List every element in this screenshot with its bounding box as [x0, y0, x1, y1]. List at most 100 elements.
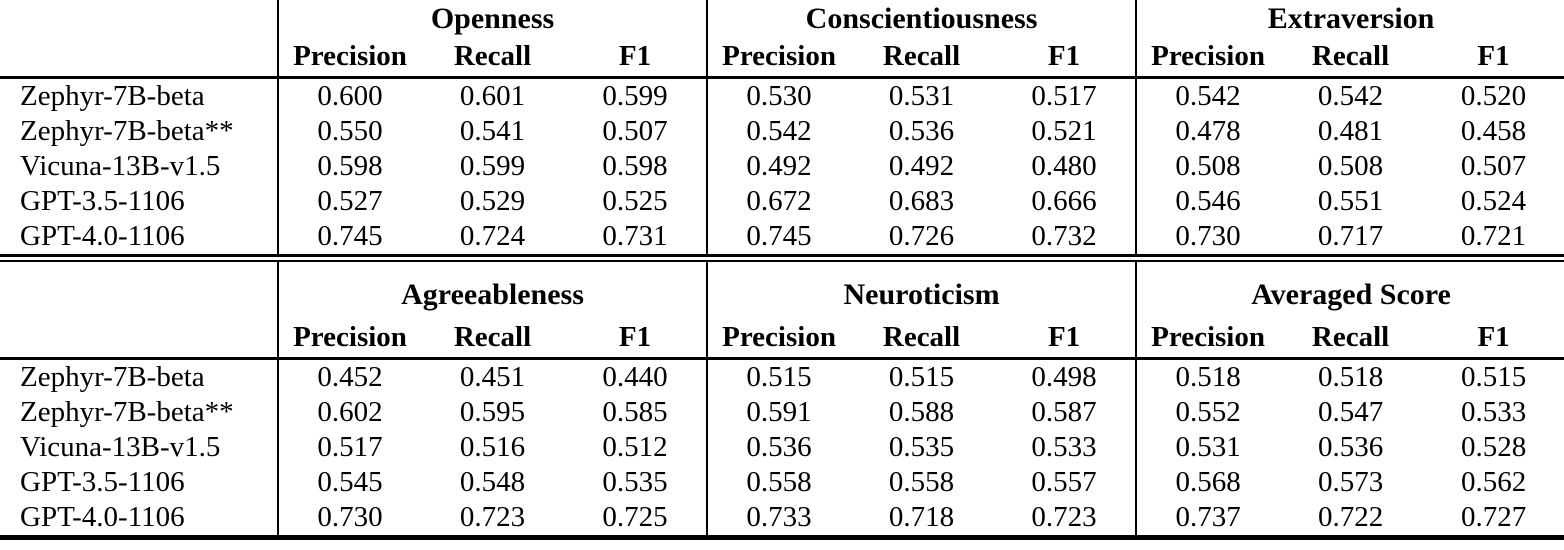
trait-header-conscientiousness: Conscientiousness: [706, 0, 1137, 37]
metric-value-cell: 0.550: [277, 114, 421, 149]
metric-header-recall: Recall: [850, 318, 994, 360]
metric-header-row: Precision Recall F1 Precision Recall F1 …: [0, 318, 1564, 360]
metric-header-f1: F1: [993, 318, 1137, 360]
metric-value-cell: 0.546: [1135, 184, 1280, 219]
metric-value-cell: 0.527: [277, 184, 421, 219]
bottom-rule: [0, 535, 1564, 540]
model-name-cell: GPT-4.0-1106: [20, 220, 185, 252]
metric-value-cell: 0.542: [1135, 77, 1280, 114]
metric-value-cell: 0.730: [1135, 219, 1280, 254]
metric-header-f1: F1: [564, 318, 708, 360]
metric-value-cell: 0.515: [1460, 361, 1527, 393]
metric-header-precision: Precision: [1135, 37, 1280, 79]
metric-value-cell: 0.552: [1135, 395, 1280, 430]
metric-value-cell: 0.562: [1460, 466, 1527, 498]
trait-header-averaged-score: Averaged Score: [1135, 262, 1564, 318]
metric-value-cell: 0.599: [602, 80, 668, 112]
metric-value-cell: 0.452: [277, 358, 421, 395]
metric-value-cell: 0.731: [602, 220, 668, 252]
metric-value-cell: 0.536: [1317, 431, 1384, 463]
metric-value-cell: 0.531: [888, 80, 955, 112]
metric-value-cell: 0.557: [1031, 466, 1097, 498]
metric-value-cell: 0.598: [602, 150, 668, 182]
table-header: Openness Conscientiousness Extraversion …: [0, 0, 1564, 79]
metric-value-cell: 0.507: [1460, 150, 1527, 182]
table-row: GPT-3.5-1106 0.527 0.529 0.525 0.672 0.683 0.6…: [0, 184, 1564, 219]
model-name-cell: GPT-3.5-1106: [20, 185, 185, 217]
table-row: Zephyr-7B-beta 0.600 0.601 0.599 0.530 0.531 0…: [0, 77, 1564, 114]
model-name-cell: Zephyr-7B-beta: [20, 361, 205, 393]
metric-value-cell: 0.600: [277, 77, 421, 114]
table-row: Zephyr-7B-beta 0.452 0.451 0.440 0.515 0.515 0…: [0, 358, 1564, 395]
model-name-cell: Zephyr-7B-beta**: [20, 396, 234, 428]
table-row: Zephyr-7B-beta** 0.550 0.541 0.507 0.542 0.53…: [0, 114, 1564, 149]
empty-corner-cell: [0, 37, 278, 79]
metric-value-cell: 0.528: [1460, 431, 1527, 463]
model-name-cell: Vicuna-13B-v1.5: [20, 431, 221, 463]
metric-value-cell: 0.745: [277, 219, 421, 254]
table-body-top: Zephyr-7B-beta 0.600 0.601 0.599 0.530 0.531 0…: [0, 77, 1564, 254]
metric-value-cell: 0.508: [1135, 149, 1280, 184]
table-header: Agreeableness Neuroticism Averaged Score…: [0, 262, 1564, 360]
table-row: Vicuna-13B-v1.5 0.517 0.516 0.512 0.536 0.535…: [0, 430, 1564, 465]
metric-value-cell: 0.542: [1317, 80, 1384, 112]
metric-value-cell: 0.724: [459, 220, 526, 252]
metric-header-f1: F1: [1422, 37, 1564, 79]
metric-value-cell: 0.599: [459, 150, 526, 182]
trait-header-openness: Openness: [276, 0, 708, 37]
metric-value-cell: 0.745: [706, 219, 851, 254]
metric-value-cell: 0.558: [706, 465, 851, 500]
trait-header-row: Agreeableness Neuroticism Averaged Score: [0, 262, 1564, 318]
metric-value-cell: 0.515: [888, 361, 955, 393]
metric-value-cell: 0.515: [706, 358, 851, 395]
metric-value-cell: 0.732: [1031, 220, 1097, 252]
trait-header-row: Openness Conscientiousness Extraversion: [0, 0, 1564, 37]
metric-value-cell: 0.531: [1135, 430, 1280, 465]
metric-value-cell: 0.530: [706, 77, 851, 114]
table-row: GPT-4.0-1106 0.730 0.723 0.725 0.733 0.718 0.7…: [0, 500, 1564, 535]
metric-header-precision: Precision: [706, 37, 851, 79]
empty-corner-cell: [0, 262, 278, 318]
metric-value-cell: 0.541: [459, 115, 526, 147]
metric-header-recall: Recall: [1279, 318, 1423, 360]
empty-corner-cell: [0, 318, 278, 360]
metric-value-cell: 0.722: [1317, 501, 1384, 533]
metric-header-recall: Recall: [850, 37, 994, 79]
trait-header-neuroticism: Neuroticism: [706, 262, 1137, 318]
metric-value-cell: 0.480: [1031, 150, 1097, 182]
metric-value-cell: 0.737: [1135, 500, 1280, 535]
empty-corner-cell: [0, 0, 278, 37]
metric-value-cell: 0.517: [1031, 80, 1097, 112]
metric-value-cell: 0.602: [277, 395, 421, 430]
metric-value-cell: 0.558: [888, 466, 955, 498]
metric-value-cell: 0.533: [1460, 396, 1527, 428]
metric-value-cell: 0.536: [888, 115, 955, 147]
model-name-cell: Zephyr-7B-beta: [20, 80, 205, 112]
metric-value-cell: 0.518: [1317, 361, 1384, 393]
metric-header-precision: Precision: [277, 37, 421, 79]
metric-value-cell: 0.601: [459, 80, 526, 112]
model-name-cell: Vicuna-13B-v1.5: [20, 150, 221, 182]
metric-value-cell: 0.478: [1135, 114, 1280, 149]
metric-value-cell: 0.518: [1135, 358, 1280, 395]
metric-value-cell: 0.524: [1460, 185, 1527, 217]
metric-value-cell: 0.525: [602, 185, 668, 217]
metric-value-cell: 0.730: [277, 500, 421, 535]
table-row: GPT-4.0-1106 0.745 0.724 0.731 0.745 0.726 0.7…: [0, 219, 1564, 254]
metric-value-cell: 0.507: [602, 115, 668, 147]
metric-header-recall: Recall: [421, 318, 564, 360]
table-row: GPT-3.5-1106 0.545 0.548 0.535 0.558 0.558 0.5…: [0, 465, 1564, 500]
metric-value-cell: 0.520: [1460, 80, 1527, 112]
metric-value-cell: 0.536: [706, 430, 851, 465]
metric-header-row: Precision Recall F1 Precision Recall F1 …: [0, 37, 1564, 79]
table-body-bottom: Zephyr-7B-beta 0.452 0.451 0.440 0.515 0.515 0…: [0, 358, 1564, 535]
metric-value-cell: 0.492: [706, 149, 851, 184]
model-name-cell: Zephyr-7B-beta**: [20, 115, 234, 147]
metric-header-f1: F1: [564, 37, 708, 79]
metric-value-cell: 0.545: [277, 465, 421, 500]
metric-value-cell: 0.733: [706, 500, 851, 535]
table-row: Vicuna-13B-v1.5 0.598 0.599 0.598 0.492 0.492…: [0, 149, 1564, 184]
metric-value-cell: 0.492: [888, 150, 955, 182]
metric-value-cell: 0.512: [602, 431, 668, 463]
metric-value-cell: 0.508: [1317, 150, 1384, 182]
